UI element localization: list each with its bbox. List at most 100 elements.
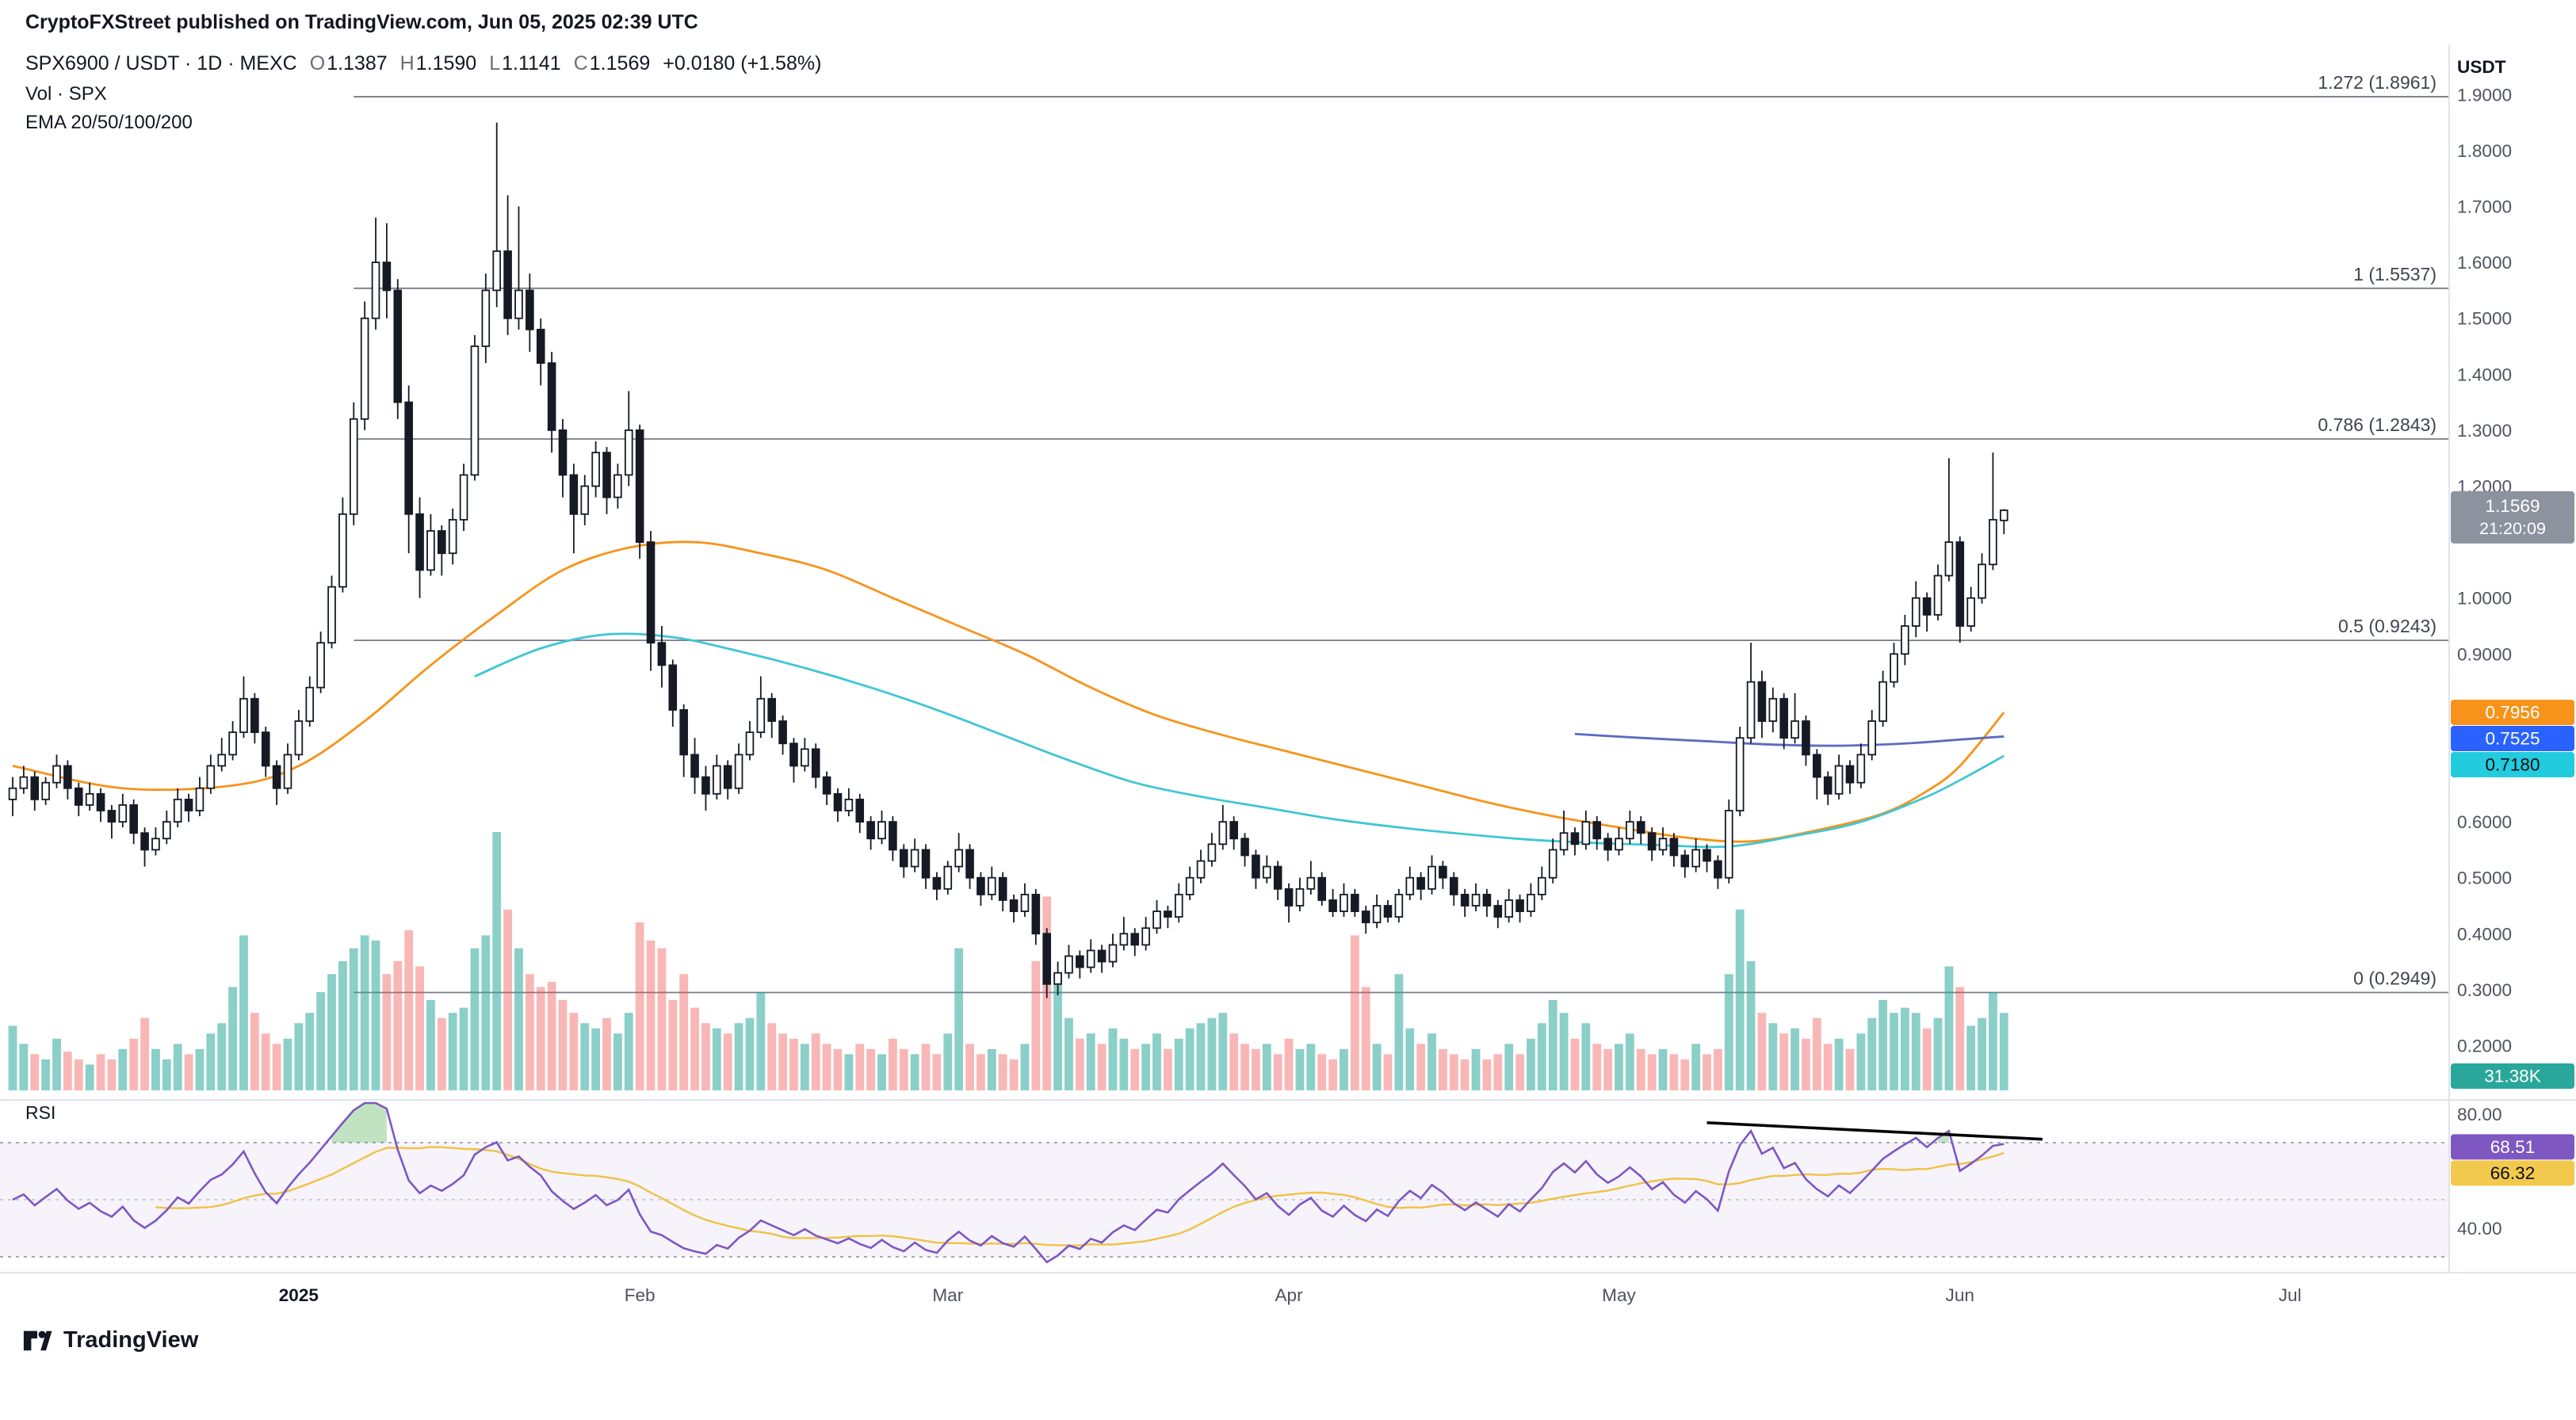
candle-body — [1813, 754, 1821, 778]
ohlc-open: O 1.1387 — [310, 52, 388, 74]
volume-bar — [1691, 1044, 1701, 1090]
candle-body — [1351, 893, 1359, 912]
candle-body — [701, 776, 710, 795]
candle-body — [426, 530, 435, 571]
volume-bar — [558, 999, 568, 1090]
volume-bar — [261, 1033, 270, 1090]
volume-bar — [1791, 1028, 1799, 1090]
volume-bar — [1164, 1048, 1172, 1090]
volume-bar — [977, 1054, 985, 1090]
volume-bar — [800, 1044, 809, 1090]
volume-bar — [1064, 1017, 1073, 1090]
volume-bar — [1703, 1054, 1711, 1090]
volume-bar — [1152, 1033, 1161, 1090]
candle-body — [1757, 681, 1767, 722]
candle-body — [866, 821, 875, 840]
volume-bar — [943, 1033, 953, 1090]
volume-bar — [426, 999, 435, 1090]
rsi-trendline[interactable] — [1707, 1121, 2043, 1141]
symbol-title[interactable]: SPX6900 / USDT · 1D · MEXC — [25, 52, 297, 74]
ema-value-badge — [2451, 700, 2574, 726]
fib-level-label: 1 (1.5537) — [2353, 264, 2436, 284]
candle-body — [316, 642, 325, 689]
volume-bar — [151, 1048, 160, 1090]
volume-bar — [173, 1044, 182, 1090]
rsi-band-fill — [0, 1143, 2449, 1257]
volume-bar — [613, 1033, 622, 1090]
time-axis-label: Mar — [932, 1285, 963, 1305]
rsi-badge-value: 66.32 — [2490, 1163, 2536, 1183]
candle-body — [679, 709, 688, 756]
volume-bar — [1262, 1044, 1271, 1090]
volume-bar — [723, 1033, 732, 1090]
ema-badge-value: 0.7956 — [2485, 702, 2540, 722]
volume-bar — [1097, 1044, 1106, 1090]
candle-body — [1020, 893, 1030, 912]
volume-bar — [1383, 1054, 1393, 1090]
candle-body — [1944, 541, 1954, 577]
volume-bar — [1625, 1033, 1634, 1090]
volume-bar — [1031, 961, 1041, 1090]
candle-body — [965, 849, 974, 879]
volume-bar — [349, 948, 358, 1090]
volume-bar — [1680, 1059, 1690, 1090]
candle-body — [1802, 720, 1810, 756]
candle-body — [1978, 563, 1986, 599]
change-value: +0.0180 (+1.58%) — [663, 52, 822, 74]
open-value: 1.1387 — [327, 52, 388, 74]
chart-legend: SPX6900 / USDT · 1D · MEXC O 1.1387 H 1.15… — [25, 52, 821, 133]
candle-body — [162, 821, 171, 840]
volume-bar — [1174, 1038, 1183, 1090]
last-price-badge-value: 1.1569 — [2485, 496, 2540, 516]
ohlc-close: C 1.1569 — [574, 52, 651, 74]
candle-body — [1295, 888, 1305, 907]
candle-body — [393, 289, 403, 403]
volume-bar — [448, 1013, 457, 1090]
volume-bar — [85, 1064, 94, 1090]
candle-body — [613, 474, 622, 498]
candle-body — [382, 261, 392, 292]
volume-indicator-row[interactable]: Vol · SPX — [25, 82, 821, 105]
volume-bar — [1944, 966, 1954, 1090]
candle-body — [1703, 849, 1711, 862]
candle-body — [801, 748, 809, 767]
candle-body — [470, 345, 480, 476]
volume-bar — [162, 1059, 171, 1090]
volume-bar — [1834, 1038, 1844, 1090]
candle-body — [1141, 927, 1150, 946]
volume-bar — [1955, 987, 1965, 1090]
candle-body — [459, 474, 468, 521]
candle-body — [1647, 832, 1657, 851]
price-tick-label: 0.5000 — [2457, 868, 2512, 888]
volume-bar — [1900, 1007, 1909, 1090]
candle-body — [1559, 832, 1569, 851]
volume-bar — [1922, 1028, 1932, 1090]
candle-body — [1449, 876, 1458, 895]
candle-body — [1581, 821, 1591, 846]
candle-body — [1317, 876, 1327, 901]
time-axis-label: May — [1602, 1285, 1636, 1305]
volume-bar — [327, 974, 336, 1090]
time-axis-label: Jun — [1946, 1285, 1974, 1305]
candle-body — [1340, 893, 1348, 912]
candle-body — [1394, 893, 1404, 918]
candle-body — [1439, 865, 1447, 879]
candle-body — [1053, 971, 1062, 985]
candle-body — [723, 765, 732, 789]
footer-brand[interactable]: TradingView — [22, 1325, 198, 1355]
volume-bar — [1141, 1044, 1151, 1090]
candle-body — [173, 798, 182, 823]
candle-body — [1405, 876, 1415, 895]
fib-level-label: 0.5 (0.9243) — [2338, 616, 2436, 636]
candle-body — [349, 418, 358, 515]
volume-bar — [1504, 1044, 1514, 1090]
volume-bar — [1669, 1054, 1679, 1090]
volume-bar — [514, 948, 523, 1090]
rsi-indicator-label[interactable]: RSI — [25, 1105, 56, 1124]
volume-bar — [1207, 1017, 1217, 1090]
ema-indicator-row[interactable]: EMA 20/50/100/200 — [25, 111, 821, 133]
low-value: 1.1141 — [502, 52, 561, 74]
volume-bar — [1537, 1023, 1546, 1090]
candle-body — [954, 849, 963, 868]
